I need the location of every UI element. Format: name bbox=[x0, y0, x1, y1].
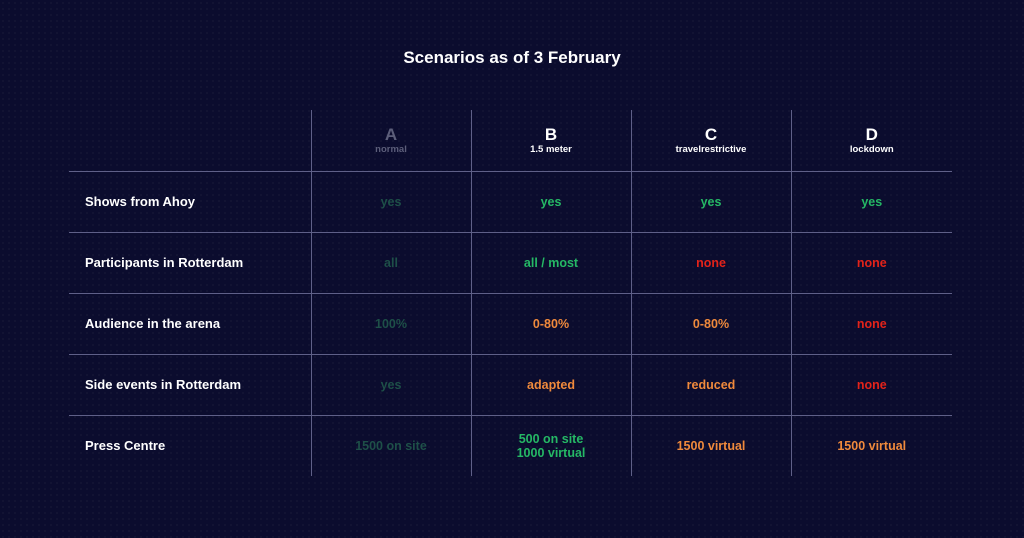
cell-value: all / most bbox=[470, 231, 631, 293]
header-empty-cell bbox=[69, 110, 311, 171]
cell-value: none bbox=[630, 231, 791, 293]
cell-value: yes bbox=[790, 170, 952, 232]
row-label: Participants in Rotterdam bbox=[69, 231, 311, 293]
row-label: Side events in Rotterdam bbox=[69, 353, 311, 415]
table-row-press-centre: Press Centre 1500 on site 500 on site 10… bbox=[69, 414, 952, 476]
table-row-participants: Participants in Rotterdam all all / most… bbox=[69, 231, 952, 293]
cell-value: 1500 on site bbox=[310, 414, 471, 476]
cell-line: 500 on site bbox=[518, 431, 584, 446]
scenario-label: travelrestrictive bbox=[675, 143, 747, 155]
scenario-label: normal bbox=[375, 143, 407, 155]
cell-value: adapted bbox=[470, 353, 631, 415]
scenario-letter: A bbox=[384, 124, 398, 144]
scenario-b-header: B 1.5 meter bbox=[470, 110, 631, 171]
cell-value: 1500 virtual bbox=[790, 414, 952, 476]
scenario-letter: B bbox=[544, 124, 558, 144]
cell-line: 1000 virtual bbox=[516, 445, 586, 460]
cell-value: none bbox=[790, 292, 952, 354]
page-title: Scenarios as of 3 February bbox=[403, 48, 621, 67]
cell-value: yes bbox=[630, 170, 791, 232]
cell-value: none bbox=[790, 353, 952, 415]
table-row-shows-from-ahoy: Shows from Ahoy yes yes yes yes bbox=[69, 170, 952, 232]
cell-value: 100% bbox=[310, 292, 471, 354]
row-label: Press Centre bbox=[69, 414, 311, 476]
cell-value: 0-80% bbox=[470, 292, 631, 354]
cell-value-multiline: 500 on site 1000 virtual bbox=[470, 414, 631, 476]
header-row: A normal B 1.5 meter C travelrestrictive… bbox=[69, 110, 952, 171]
cell-value: 1500 virtual bbox=[630, 414, 791, 476]
cell-value: none bbox=[790, 231, 952, 293]
cell-value: reduced bbox=[630, 353, 791, 415]
scenario-letter: D bbox=[865, 124, 878, 144]
cell-value: yes bbox=[470, 170, 631, 232]
table-row-audience: Audience in the arena 100% 0-80% 0-80% n… bbox=[69, 292, 952, 354]
scenario-label: 1.5 meter bbox=[530, 143, 572, 155]
scenarios-table: A normal B 1.5 meter C travelrestrictive… bbox=[69, 110, 952, 476]
row-label: Audience in the arena bbox=[69, 292, 311, 354]
scenario-label: lockdown bbox=[849, 143, 894, 155]
table-row-side-events: Side events in Rotterdam yes adapted red… bbox=[69, 353, 952, 415]
scenario-d-header: D lockdown bbox=[790, 110, 952, 171]
cell-value: 0-80% bbox=[630, 292, 791, 354]
cell-value: yes bbox=[310, 170, 471, 232]
cell-value: all bbox=[310, 231, 471, 293]
scenario-a-header: A normal bbox=[310, 110, 471, 171]
scenario-letter: C bbox=[704, 124, 718, 144]
scenario-c-header: C travelrestrictive bbox=[630, 110, 791, 171]
row-label: Shows from Ahoy bbox=[69, 170, 311, 232]
cell-value: yes bbox=[310, 353, 471, 415]
